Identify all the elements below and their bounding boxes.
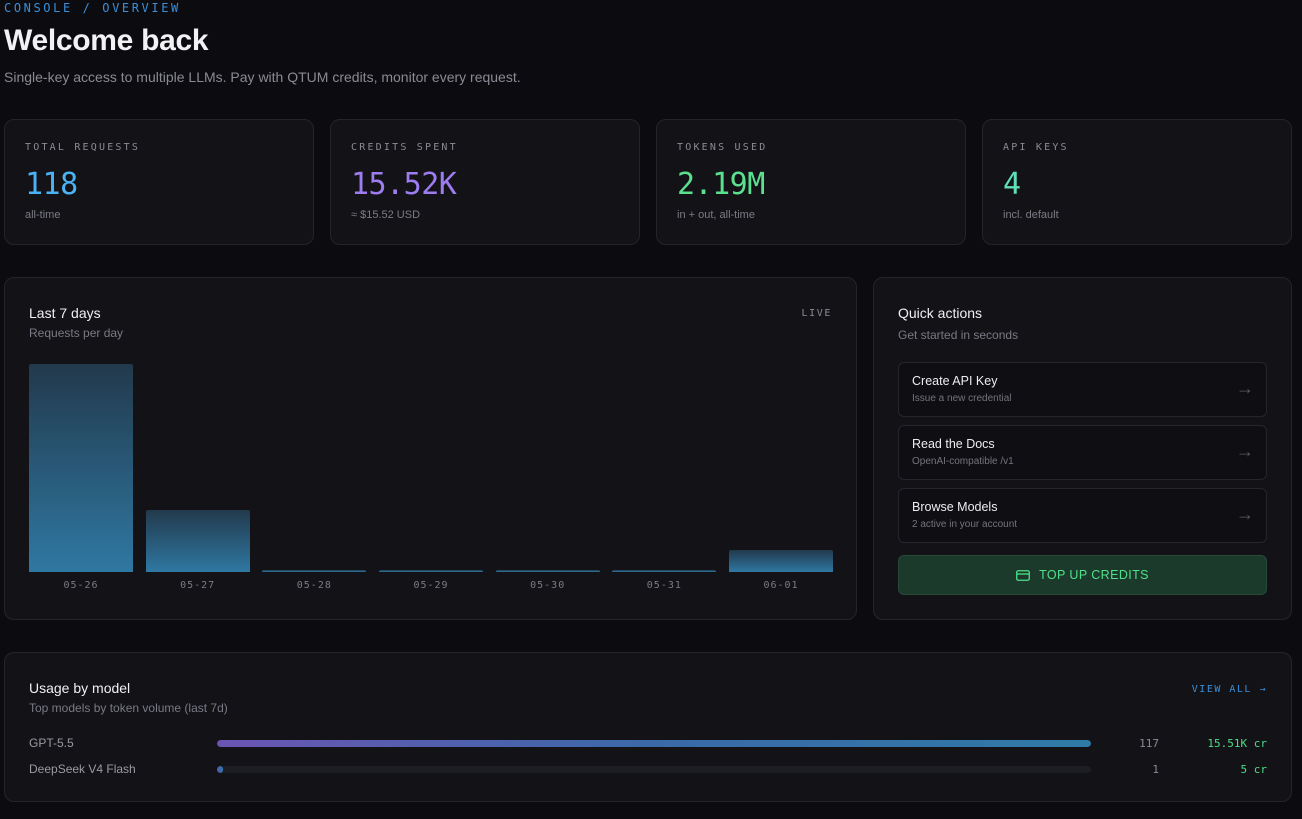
model-credits: 15.51K cr <box>1207 737 1267 750</box>
chart-tick-label: 05-31 <box>646 580 682 591</box>
stat-card-tokens-used: TOKENS USED 2.19M in + out, all-time <box>656 119 966 245</box>
usage-subtitle: Top models by token volume (last 7d) <box>29 701 228 715</box>
model-credits: 5 cr <box>1240 763 1268 776</box>
read-docs-button[interactable]: Read the Docs OpenAI-compatible /v1 → <box>898 425 1267 480</box>
chart-bar-05-31 <box>612 570 717 572</box>
model-name: DeepSeek V4 Flash <box>29 762 136 776</box>
chart-bar-05-30 <box>495 570 600 572</box>
action-title: Create API Key <box>912 374 998 388</box>
chart-tick-label: 05-26 <box>63 580 99 591</box>
view-all-link[interactable]: VIEW ALL → <box>1191 684 1267 695</box>
chart-tick-label: 05-30 <box>530 580 566 591</box>
model-request-count: 117 <box>1139 737 1159 750</box>
arrow-right-icon: → <box>1236 378 1254 398</box>
breadcrumb: CONSOLE / OVERVIEW <box>4 1 181 15</box>
top-up-label: TOP UP CREDITS <box>1039 568 1149 582</box>
action-description: OpenAI-compatible /v1 <box>912 456 1014 467</box>
chart-tick-label: 05-29 <box>413 580 449 591</box>
action-description: Issue a new credential <box>912 393 1012 404</box>
quick-actions-title: Quick actions <box>898 305 983 321</box>
top-up-credits-button[interactable]: TOP UP CREDITS <box>898 555 1267 595</box>
stat-value: 15.52K <box>351 167 457 202</box>
usage-by-model-card: Usage by model Top models by token volum… <box>4 652 1292 802</box>
browse-models-button[interactable]: Browse Models 2 active in your account → <box>898 488 1267 543</box>
create-api-key-button[interactable]: Create API Key Issue a new credential → <box>898 362 1267 417</box>
bar-chart <box>29 360 834 572</box>
live-badge: LIVE <box>801 308 832 319</box>
model-usage-track <box>217 766 1091 773</box>
model-usage-track <box>217 740 1091 747</box>
arrow-right-icon: → <box>1236 441 1254 461</box>
chart-subtitle: Requests per day <box>29 326 124 340</box>
stat-note: in + out, all-time <box>677 209 755 221</box>
stat-value: 4 <box>1003 167 1021 202</box>
stat-card-total-requests: TOTAL REQUESTS 118 all-time <box>4 119 314 245</box>
action-title: Read the Docs <box>912 437 995 451</box>
model-row-gpt-5-5: GPT-5.5 117 15.51K cr <box>29 735 1267 753</box>
arrow-right-icon: → <box>1236 504 1254 524</box>
model-usage-bar <box>217 766 224 773</box>
chart-bar-05-26 <box>29 364 133 572</box>
page-title: Welcome back <box>4 24 209 57</box>
action-title: Browse Models <box>912 500 998 514</box>
stat-card-credits-spent: CREDITS SPENT 15.52K ≈ $15.52 USD <box>330 119 640 245</box>
page-subtitle: Single-key access to multiple LLMs. Pay … <box>4 69 521 85</box>
action-description: 2 active in your account <box>912 519 1018 530</box>
stat-card-api-keys: API KEYS 4 incl. default <box>982 119 1292 245</box>
chart-tick-label: 05-28 <box>296 580 332 591</box>
chart-bar-06-01 <box>729 549 834 572</box>
model-name: GPT-5.5 <box>29 736 74 750</box>
model-usage-bar <box>217 740 1091 747</box>
quick-actions-subtitle: Get started in seconds <box>898 328 1019 342</box>
chart-bar-05-27 <box>145 510 250 572</box>
stat-label: TOKENS USED <box>677 142 768 153</box>
chart-bar-05-29 <box>379 570 483 572</box>
stat-note: incl. default <box>1003 209 1059 221</box>
requests-chart-card: Last 7 days Requests per day LIVE 05-26 0… <box>4 277 857 620</box>
chart-title: Last 7 days <box>29 305 101 321</box>
stat-label: API KEYS <box>1003 142 1069 153</box>
stat-label: TOTAL REQUESTS <box>25 142 141 153</box>
quick-actions-card: Quick actions Get started in seconds Cre… <box>873 277 1292 620</box>
stat-note: ≈ $15.52 USD <box>351 209 421 221</box>
stat-value: 118 <box>25 167 78 202</box>
stat-label: CREDITS SPENT <box>351 142 458 153</box>
model-row-deepseek-v4-flash: DeepSeek V4 Flash 1 5 cr <box>29 761 1267 779</box>
stat-note: all-time <box>25 209 61 221</box>
usage-title: Usage by model <box>29 680 131 696</box>
chart-tick-label: 05-27 <box>180 580 216 591</box>
model-request-count: 1 <box>1152 763 1159 776</box>
stat-value: 2.19M <box>677 167 765 202</box>
credit-card-icon <box>1016 569 1030 581</box>
chart-bar-05-28 <box>262 570 367 572</box>
chart-tick-label: 06-01 <box>763 580 799 591</box>
